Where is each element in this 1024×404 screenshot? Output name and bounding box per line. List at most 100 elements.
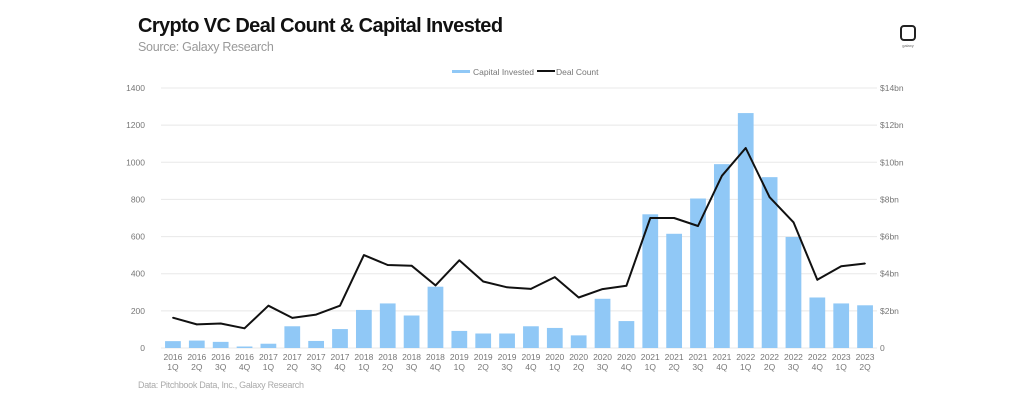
- x-tick-year: 2022: [760, 352, 779, 362]
- capital-bar: [546, 327, 563, 348]
- x-tick-year: 2020: [617, 352, 636, 362]
- capital-bar: [690, 198, 706, 348]
- deal-count-point: [840, 265, 842, 268]
- capital-bar: [857, 305, 873, 348]
- x-tick-year: 2019: [474, 352, 493, 362]
- deal-count-point: [625, 284, 628, 287]
- capital-bar: [165, 341, 181, 348]
- x-tick-year: 2022: [736, 352, 755, 362]
- x-tick-quarter: 4Q: [812, 362, 824, 372]
- deal-count-point: [458, 259, 461, 262]
- capital-bar: [236, 346, 253, 348]
- left-axis-tick-label: 200: [131, 306, 145, 316]
- x-tick-quarter: 2Q: [668, 362, 680, 372]
- deal-count-point: [315, 313, 317, 316]
- x-tick-year: 2019: [450, 352, 469, 362]
- legend-label-capital: Capital Invested: [473, 67, 534, 77]
- x-tick-year: 2021: [689, 352, 708, 362]
- left-axis-tick-label: 0: [140, 343, 145, 353]
- capital-bar: [737, 113, 754, 348]
- right-axis-tick-label: 0: [880, 343, 885, 353]
- x-tick-quarter: 4Q: [525, 362, 537, 372]
- right-axis-tick-label: $6bn: [880, 232, 899, 242]
- x-tick-year: 2017: [307, 352, 326, 362]
- capital-bar: [785, 236, 802, 348]
- x-tick-quarter: 1Q: [454, 362, 466, 372]
- deal-count-point: [386, 264, 389, 266]
- x-tick-quarter: 4Q: [430, 362, 442, 372]
- right-axis-tick-label: $2bn: [880, 306, 899, 316]
- x-tick-quarter: 2Q: [191, 362, 203, 372]
- capital-bar: [713, 164, 730, 348]
- left-axis-tick-label: 400: [131, 269, 145, 279]
- deal-count-point: [267, 304, 270, 307]
- deal-count-point: [196, 323, 198, 326]
- capital-bar: [594, 298, 611, 348]
- x-tick-year: 2021: [665, 352, 684, 362]
- deal-count-point: [339, 304, 341, 307]
- left-axis-tick-label: 1000: [126, 157, 145, 167]
- x-tick-year: 2016: [211, 352, 230, 362]
- x-tick-year: 2019: [521, 352, 540, 362]
- right-axis-tick-label: $8bn: [880, 194, 899, 204]
- right-axis-tick-label: $14bn: [880, 83, 904, 93]
- x-tick-quarter: 1Q: [836, 362, 848, 372]
- x-tick-year: 2017: [259, 352, 278, 362]
- x-tick-year: 2017: [331, 352, 350, 362]
- x-tick-year: 2018: [426, 352, 445, 362]
- capital-bar: [475, 333, 492, 348]
- deal-count-point: [410, 264, 413, 267]
- legend-swatch-deals: [537, 70, 555, 72]
- capital-bar: [570, 335, 587, 348]
- capital-bar: [355, 309, 372, 348]
- galaxy-logo: galaxy: [893, 25, 923, 48]
- x-tick-quarter: 3Q: [406, 362, 418, 372]
- deal-count-point: [792, 221, 795, 224]
- x-tick-quarter: 2Q: [287, 362, 299, 372]
- deal-count-point: [434, 284, 437, 287]
- left-axis-tick-label: 1400: [126, 83, 145, 93]
- deal-count-point: [577, 296, 580, 299]
- x-tick-year: 2020: [545, 352, 564, 362]
- left-axis-tick-label: 600: [131, 232, 145, 242]
- capital-bar: [499, 333, 515, 348]
- deal-count-point: [697, 225, 699, 227]
- left-axis-tick-label: 1200: [126, 120, 145, 130]
- capital-bar: [260, 343, 277, 348]
- x-tick-quarter: 4Q: [621, 362, 633, 372]
- deal-count-point: [816, 279, 819, 281]
- x-tick-year: 2020: [593, 352, 612, 362]
- deal-count-point: [768, 196, 771, 198]
- galaxy-logo-icon: [900, 25, 916, 41]
- x-tick-year: 2020: [569, 352, 588, 362]
- capital-bar: [379, 303, 396, 348]
- x-tick-quarter: 4Q: [334, 362, 346, 372]
- deal-count-point: [673, 217, 675, 219]
- x-tick-year: 2016: [163, 352, 182, 362]
- x-tick-year: 2016: [187, 352, 206, 362]
- chart-subtitle: Source: Galaxy Research: [138, 40, 274, 54]
- x-tick-quarter: 1Q: [358, 362, 370, 372]
- x-tick-quarter: 3Q: [597, 362, 609, 372]
- deal-count-point: [554, 276, 556, 278]
- x-tick-quarter: 1Q: [740, 362, 752, 372]
- deal-count-line: [172, 147, 866, 330]
- deal-count-point: [363, 254, 365, 256]
- deal-count-point: [482, 280, 485, 283]
- legend: Capital Invested Deal Count: [452, 67, 599, 77]
- capital-bar: [332, 329, 348, 348]
- deal-count-point: [291, 317, 294, 319]
- capital-bar: [833, 303, 850, 348]
- x-tick-quarter: 1Q: [167, 362, 179, 372]
- x-tick-year: 2018: [402, 352, 421, 362]
- deal-count-point: [172, 316, 174, 319]
- x-tick-quarter: 2Q: [764, 362, 776, 372]
- x-tick-year: 2018: [378, 352, 397, 362]
- deal-count-point: [530, 288, 532, 290]
- right-axis-tick-label: $10bn: [880, 157, 904, 167]
- right-axis-tick-label: $12bn: [880, 120, 904, 130]
- x-tick-quarter: 3Q: [501, 362, 513, 372]
- legend-label-deals: Deal Count: [556, 67, 599, 77]
- x-tick-quarter: 2Q: [382, 362, 394, 372]
